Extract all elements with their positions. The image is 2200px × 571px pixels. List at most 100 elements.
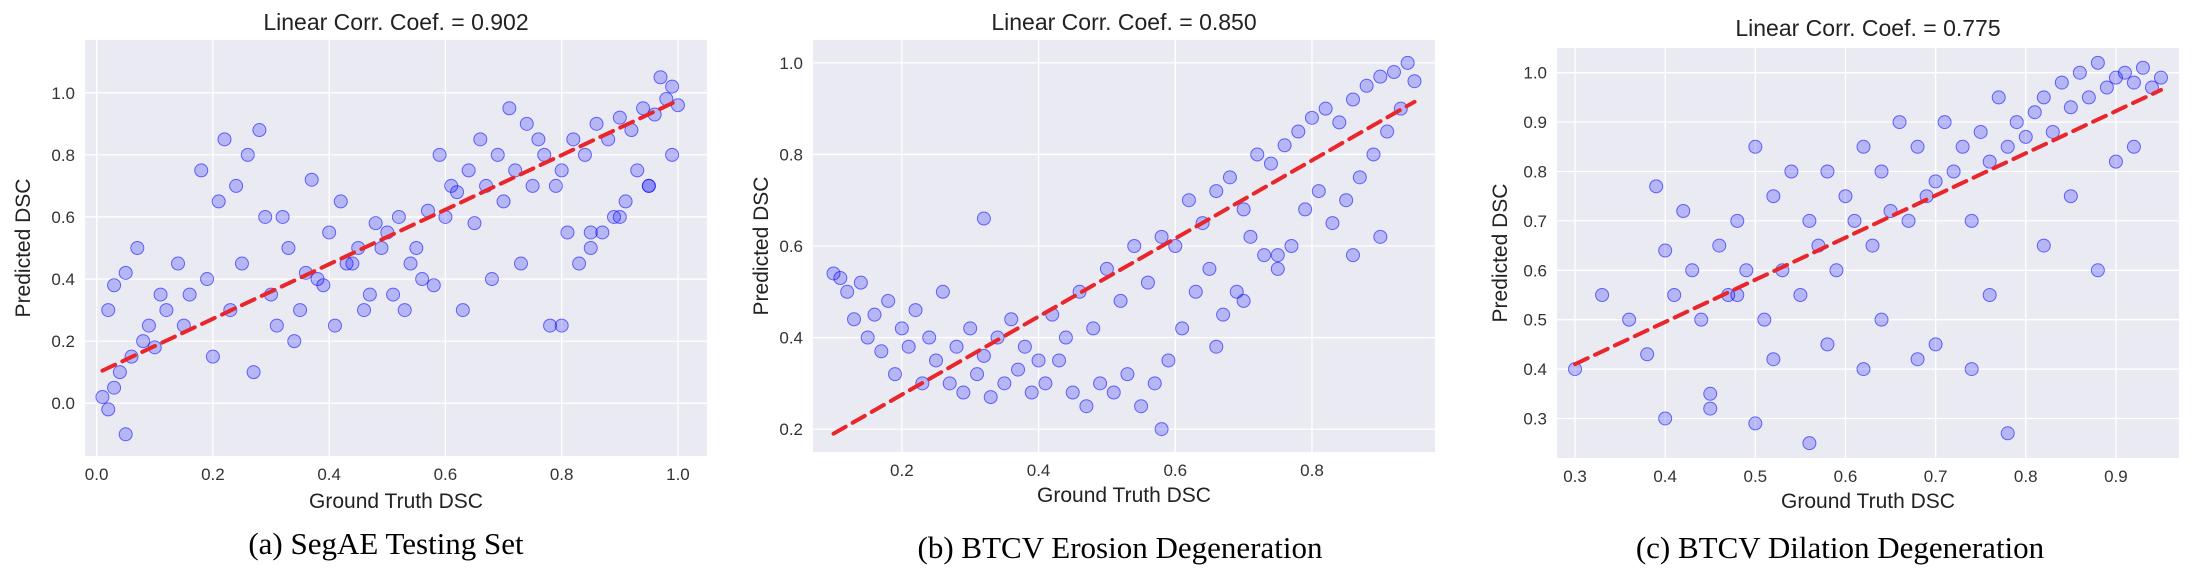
scatter-point [252, 123, 267, 138]
grid [813, 40, 1435, 452]
y-tick-label: 0.4 [1523, 360, 1547, 379]
scatter-point [2036, 238, 2051, 253]
scatter-point [473, 132, 488, 147]
scatter-point [1982, 287, 1997, 302]
x-tick-label: 0.2 [201, 465, 225, 484]
scatter-point [1865, 238, 1880, 253]
grid [85, 40, 707, 456]
scatter-point [1400, 55, 1415, 70]
scatter-point [2108, 70, 2123, 85]
scatter-point [258, 209, 273, 224]
scatter-point [1676, 204, 1691, 219]
chart-title: Linear Corr. Coef. = 0.775 [1735, 15, 2000, 41]
scatter-point [554, 163, 569, 178]
scatter-point [101, 303, 116, 318]
scatter-point [976, 211, 991, 226]
scatter-point [630, 163, 645, 178]
y-tick-label: 0.4 [51, 270, 75, 289]
scatter-point [333, 194, 348, 209]
points [95, 70, 685, 442]
scatter-point [1380, 124, 1395, 139]
scatter-point [194, 163, 209, 178]
scatter-point [860, 330, 875, 345]
scatter-point [1739, 263, 1754, 278]
scatter-point [362, 287, 377, 302]
scatter-point [153, 287, 168, 302]
scatter-point [826, 266, 841, 281]
scatter-point [136, 334, 151, 349]
scatter-point [1748, 139, 1763, 154]
y-tick-label: 0.9 [1523, 113, 1547, 132]
x-tick-label: 0.7 [1924, 467, 1948, 486]
scatter-point [1667, 287, 1682, 302]
scatter-point [929, 353, 944, 368]
scatter-point [1820, 337, 1835, 352]
scatter-point [874, 344, 889, 359]
chart-title: Linear Corr. Coef. = 0.850 [991, 9, 1256, 35]
scatter-point [572, 256, 587, 271]
scatter-point [1748, 416, 1763, 431]
scatter-point [118, 265, 133, 280]
points [1568, 55, 2168, 451]
x-tick-label: 0.2 [890, 461, 914, 480]
scatter-point [956, 385, 971, 400]
scatter-point [2036, 90, 2051, 105]
scatter-point [1188, 284, 1203, 299]
scatter-point [397, 303, 412, 318]
scatter-point [1910, 352, 1925, 367]
scatter-point [2108, 154, 2123, 169]
scatter-point [1222, 170, 1237, 185]
scatter-point [1298, 202, 1313, 217]
scatter-point [935, 284, 950, 299]
scatter-point [1685, 263, 1700, 278]
scatter-point [2126, 75, 2141, 90]
scatter-point [205, 349, 220, 364]
scatter-point [1263, 156, 1278, 171]
scatter-point [1766, 189, 1781, 204]
panel-a: 0.0 0.2 0.4 0.6 0.8 1.0 0.0 0.2 0.4 0.6 0.8 1.0 Li… [12, 9, 707, 561]
scatter-point [1140, 275, 1155, 290]
x-tick-label: 0.4 [1027, 461, 1051, 480]
scatter-point [1243, 229, 1258, 244]
y-tick-label: 0.7 [1523, 212, 1547, 231]
grid [1557, 48, 2179, 458]
scatter-point [484, 272, 499, 287]
scatter-point [566, 132, 581, 147]
panel-caption: (c) BTCV Dilation Degeneration [1636, 530, 2045, 565]
scatter-point [1595, 287, 1610, 302]
x-ticks: 0.0 0.2 0.4 0.6 0.8 1.0 [85, 465, 690, 484]
scatter-point [2153, 70, 2168, 85]
scatter-point [275, 209, 290, 224]
scatter-point [345, 256, 360, 271]
scatter-point [1982, 154, 1997, 169]
scatter-point [1874, 164, 1889, 179]
scatter-point [240, 147, 255, 162]
scatter-point [1658, 243, 1673, 258]
x-axis-label: Ground Truth DSC [1781, 490, 1955, 513]
scatter-point [1113, 293, 1128, 308]
x-axis-label: Ground Truth DSC [1037, 484, 1211, 507]
scatter-point [200, 272, 215, 287]
chart-title: Linear Corr. Coef. = 0.902 [263, 9, 528, 35]
y-tick-label: 0.6 [779, 237, 803, 256]
x-ticks: 0.2 0.4 0.6 0.8 [890, 461, 1324, 480]
scatter-point [1784, 164, 1799, 179]
scatter-point [997, 376, 1012, 391]
scatter-point [612, 110, 627, 125]
scatter-point [1991, 90, 2006, 105]
x-tick-label: 0.6 [434, 465, 458, 484]
scatter-point [1127, 239, 1142, 253]
scatter-point [2126, 139, 2141, 154]
scatter-point [1291, 124, 1306, 139]
scatter-point [2117, 65, 2132, 80]
scatter-point [1703, 401, 1718, 416]
scatter-point [1332, 115, 1347, 130]
scatter-point [583, 241, 598, 255]
scatter-point [1106, 385, 1121, 400]
scatter-point [970, 367, 985, 382]
x-tick-label: 0.6 [1163, 461, 1187, 480]
scatter-point [618, 194, 633, 209]
scatter-point [1766, 352, 1781, 367]
scatter-point [1202, 261, 1217, 276]
scatter-point [1730, 213, 1745, 228]
